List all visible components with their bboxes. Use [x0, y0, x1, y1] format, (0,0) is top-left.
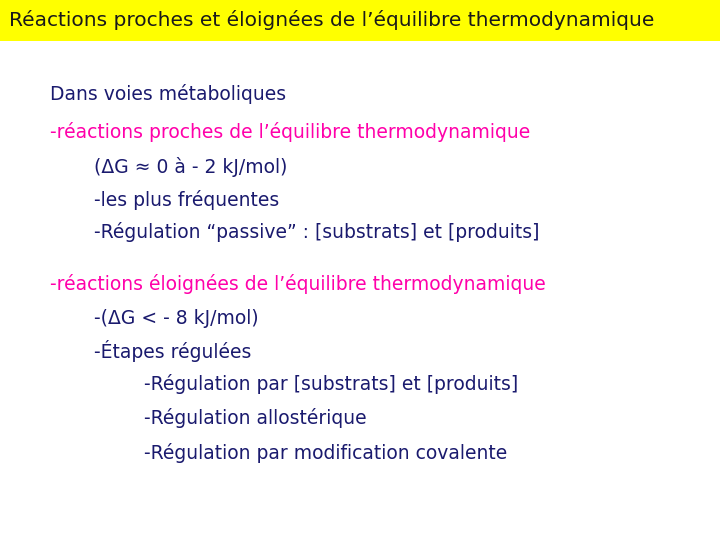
Text: Dans voies métaboliques: Dans voies métaboliques — [50, 84, 287, 105]
Text: -Étapes régulées: -Étapes régulées — [94, 340, 251, 362]
Text: -Régulation allostérique: -Régulation allostérique — [144, 408, 366, 429]
Text: -les plus fréquentes: -les plus fréquentes — [94, 190, 279, 210]
Text: -réactions éloignées de l’équilibre thermodynamique: -réactions éloignées de l’équilibre ther… — [50, 273, 546, 294]
Text: -Régulation par modification covalente: -Régulation par modification covalente — [144, 442, 508, 463]
Text: -Régulation “passive” : [substrats] et [produits]: -Régulation “passive” : [substrats] et [… — [94, 222, 539, 242]
Text: (ΔG ≈ 0 à - 2 kJ/mol): (ΔG ≈ 0 à - 2 kJ/mol) — [94, 157, 287, 178]
Text: Réactions proches et éloignées de l’équilibre thermodynamique: Réactions proches et éloignées de l’équi… — [9, 10, 654, 30]
Text: -Régulation par [substrats] et [produits]: -Régulation par [substrats] et [produits… — [144, 374, 518, 395]
Text: -réactions proches de l’équilibre thermodynamique: -réactions proches de l’équilibre thermo… — [50, 122, 531, 143]
Bar — [0, 0, 720, 40]
Text: -(ΔG < - 8 kJ/mol): -(ΔG < - 8 kJ/mol) — [94, 309, 258, 328]
